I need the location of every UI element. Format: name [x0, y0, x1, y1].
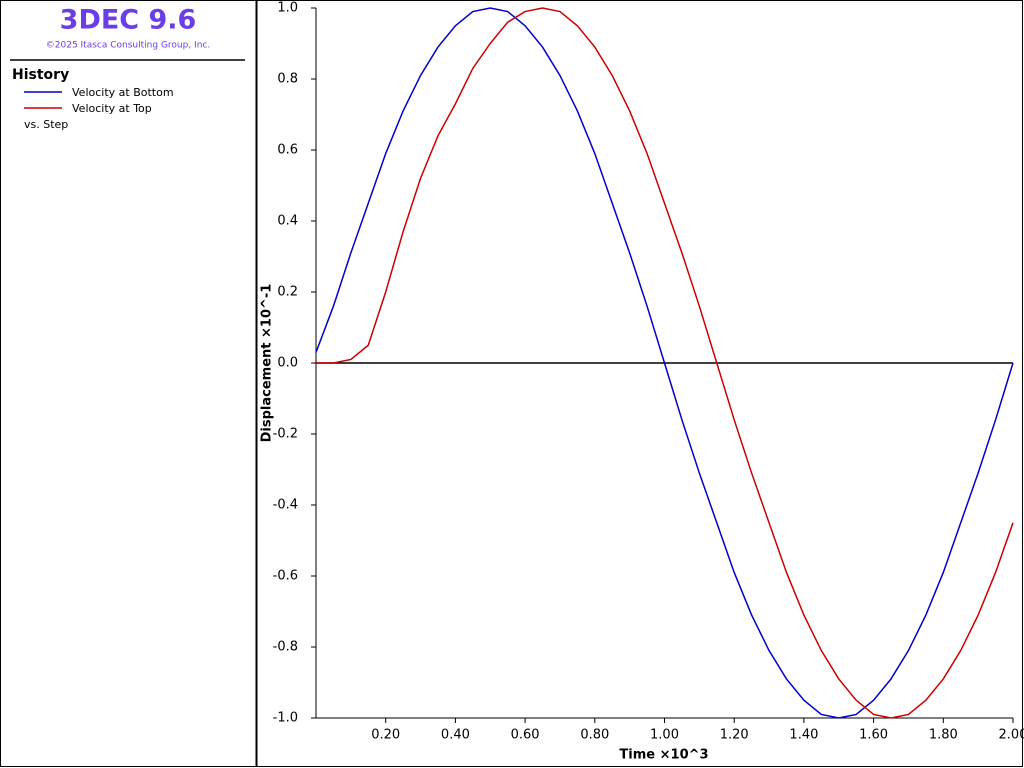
y-tick-label: -0.8: [273, 640, 298, 655]
legend-heading: History: [12, 67, 69, 83]
y-tick-label: 0.2: [277, 285, 298, 300]
app-title: 3DEC 9.6: [60, 5, 197, 36]
x-tick-label: 1.60: [859, 728, 888, 743]
x-axis-label: Time ×10^3: [619, 748, 708, 763]
y-tick-label: 1.0: [277, 1, 298, 16]
legend-label: Velocity at Bottom: [72, 86, 174, 99]
x-tick-label: 2.00: [999, 728, 1024, 743]
x-tick-label: 0.60: [511, 728, 540, 743]
x-tick-label: 1.20: [720, 728, 749, 743]
y-tick-label: 0.8: [277, 72, 298, 87]
x-tick-label: 1.80: [929, 728, 958, 743]
y-tick-label: 0.6: [277, 143, 298, 158]
x-tick-label: 0.20: [371, 728, 400, 743]
copyright: ©2025 Itasca Consulting Group, Inc.: [46, 41, 210, 51]
y-tick-label: 0.0: [277, 356, 298, 371]
y-axis-label: Displacement ×10^-1: [260, 284, 275, 443]
x-tick-label: 0.80: [580, 728, 609, 743]
x-tick-label: 1.00: [650, 728, 679, 743]
y-tick-label: -0.6: [273, 569, 298, 584]
y-tick-label: -0.2: [273, 427, 298, 442]
y-tick-label: -1.0: [273, 711, 298, 726]
series-line: [315, 7, 1014, 719]
legend-footer: vs. Step: [24, 118, 68, 131]
x-tick-label: 1.40: [789, 728, 818, 743]
series-line: [316, 7, 1014, 719]
y-tick-label: -0.4: [273, 498, 298, 513]
y-tick-label: 0.4: [277, 214, 298, 229]
legend-label: Velocity at Top: [72, 102, 152, 115]
x-tick-label: 0.40: [441, 728, 470, 743]
